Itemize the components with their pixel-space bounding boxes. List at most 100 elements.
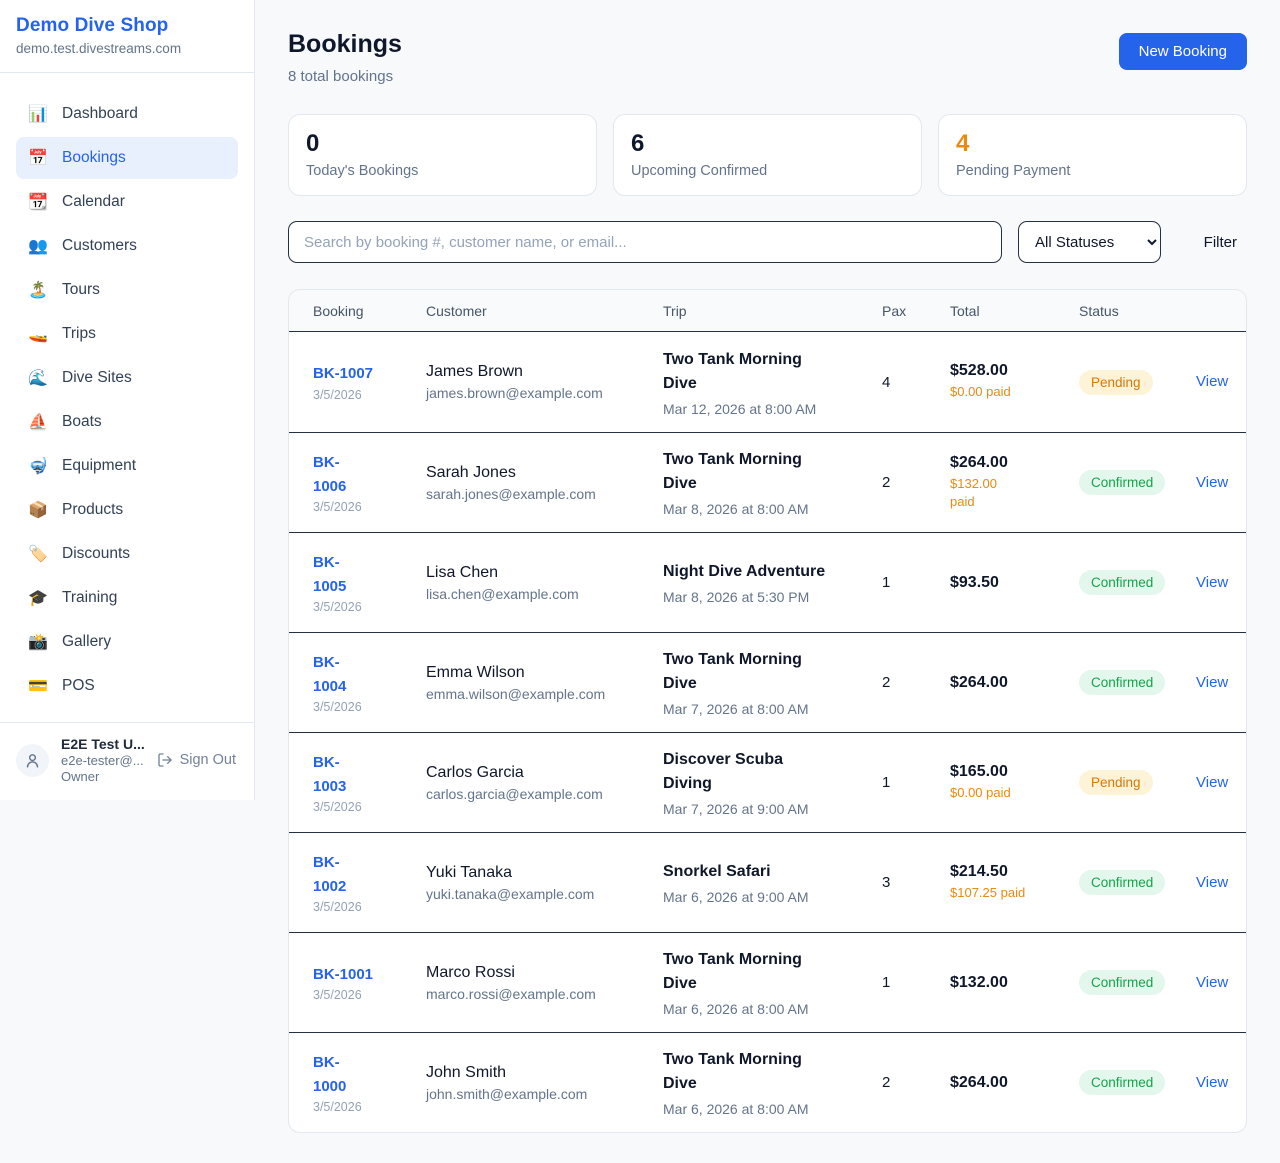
sidebar-item-equipment[interactable]: 🤿 Equipment [16,445,238,487]
filter-button[interactable]: Filter [1194,234,1247,251]
sidebar-item-trips[interactable]: 🚤 Trips [16,313,238,355]
booking-link[interactable]: BK- 1000 [313,1054,347,1095]
status-badge: Confirmed [1079,870,1166,895]
sidebar-item-pos[interactable]: 💳 POS [16,665,238,707]
booking-date: 3/5/2026 [313,699,362,714]
stat-cards: 0 Today's Bookings 6 Upcoming Confirmed … [288,114,1247,196]
view-link[interactable]: View [1196,773,1229,791]
trip-time: Mar 7, 2026 at 9:00 AM [663,801,809,817]
logout-icon [157,753,172,767]
customer-name: James Brown [426,363,523,380]
status-badge: Pending [1079,770,1153,795]
booking-date: 3/5/2026 [313,387,362,402]
sidebar-item-training[interactable]: 🎓 Training [16,577,238,619]
pax-count: 1 [882,574,891,591]
brand-domain: demo.test.divestreams.com [16,41,182,56]
view-link[interactable]: View [1196,573,1229,591]
nav-item-label: Dashboard [62,105,138,122]
new-booking-button[interactable]: New Booking [1118,33,1247,70]
sidebar-item-discounts[interactable]: 🏷️ Discounts [16,533,238,575]
nav-item-icon: 📆 [28,194,48,211]
view-link[interactable]: View [1196,373,1229,390]
trip-name: Two Tank Morning Dive [663,451,802,492]
trip-time: Mar 8, 2026 at 8:00 AM [663,501,809,517]
user-name: E2E Test U... [61,736,145,752]
sidebar-item-calendar[interactable]: 📆 Calendar [16,181,238,223]
nav-item-icon: 🏷️ [28,546,48,563]
table-body: BK-1007 3/5/2026 James Brown james.brown… [289,332,1246,1132]
paid-amount: $0.00 paid [950,384,1011,400]
stat-label: Pending Payment [956,162,1071,179]
total-amount: $264.00 [950,1073,1008,1091]
booking-link[interactable]: BK- 1002 [313,854,347,895]
table-row: BK-1007 3/5/2026 James Brown james.brown… [289,332,1246,432]
booking-date: 3/5/2026 [313,499,362,514]
view-link[interactable]: View [1196,673,1229,691]
view-link[interactable]: View [1196,873,1229,891]
booking-link[interactable]: BK-1007 [313,365,374,383]
status-badge: Confirmed [1079,970,1166,995]
nav-item-label: POS [62,677,95,694]
user-email: e2e-tester@... [61,753,144,768]
status-filter-select[interactable]: All Statuses [1018,221,1161,263]
trip-time: Mar 6, 2026 at 8:00 AM [663,1101,809,1117]
view-link[interactable]: View [1196,1073,1229,1091]
total-amount: $132.00 [950,973,1008,991]
user-footer: E2E Test U... e2e-tester@... Owner Sign … [0,722,254,800]
stat-label: Upcoming Confirmed [631,162,768,179]
booking-link[interactable]: BK-1001 [313,965,374,983]
nav-item-icon: 💳 [28,678,48,695]
sidebar-item-customers[interactable]: 👥 Customers [16,225,238,267]
view-link[interactable]: View [1196,473,1229,491]
view-link[interactable]: View [1196,973,1229,991]
column-header-pax: Pax [882,302,907,319]
nav-item-icon: 🏝️ [28,282,48,299]
booking-link[interactable]: BK- 1003 [313,754,347,795]
brand-block[interactable]: Demo Dive Shop demo.test.divestreams.com [0,0,254,73]
sign-out-button[interactable]: Sign Out [157,752,238,768]
customer-name: Marco Rossi [426,963,515,981]
column-header-status: Status [1079,302,1119,319]
nav-item-label: Calendar [62,193,125,210]
sidebar-item-dashboard[interactable]: 📊 Dashboard [16,93,238,135]
stat-card: 0 Today's Bookings [288,114,597,196]
main-content: Bookings 8 total bookings New Booking 0 … [255,0,1280,1163]
customer-email: carlos.garcia@example.com [426,785,603,802]
nav-item-label: Trips [62,325,96,342]
total-amount: $264.00 [950,453,1008,471]
customer-name: Lisa Chen [426,563,499,581]
search-input[interactable] [288,221,1002,263]
pax-count: 2 [882,474,891,491]
sidebar-item-dive-sites[interactable]: 🌊 Dive Sites [16,357,238,399]
booking-link[interactable]: BK- 1006 [313,454,347,495]
stat-card: 6 Upcoming Confirmed [613,114,922,196]
customer-name: Emma Wilson [426,663,525,681]
pax-count: 1 [882,974,891,991]
nav-item-label: Discounts [62,545,131,562]
stat-label: Today's Bookings [306,162,419,179]
customer-name: Yuki Tanaka [426,863,512,881]
customer-email: james.brown@example.com [426,385,603,401]
trip-time: Mar 6, 2026 at 9:00 AM [663,889,809,905]
booking-link[interactable]: BK- 1005 [313,554,347,595]
sidebar-item-tours[interactable]: 🏝️ Tours [16,269,238,311]
sidebar-nav: 📊 Dashboard 📅 Bookings 📆 Calendar 👥 Cust… [0,73,254,722]
trip-time: Mar 6, 2026 at 8:00 AM [663,1001,809,1017]
sidebar-item-products[interactable]: 📦 Products [16,489,238,531]
filter-row: All Statuses Filter [288,221,1247,263]
paid-amount: $107.25 paid [950,884,1026,900]
sidebar: Demo Dive Shop demo.test.divestreams.com… [0,0,255,800]
nav-item-label: Equipment [62,457,137,474]
trip-name: Two Tank Morning Dive [663,1051,802,1092]
nav-item-icon: 🤿 [28,458,48,475]
pax-count: 2 [882,674,891,691]
page-header: Bookings 8 total bookings New Booking [288,30,1247,85]
sidebar-item-bookings[interactable]: 📅 Bookings [16,137,238,179]
nav-item-icon: 📸 [28,634,48,651]
sidebar-item-boats[interactable]: ⛵ Boats [16,401,238,443]
pax-count: 1 [882,774,891,791]
sidebar-item-gallery[interactable]: 📸 Gallery [16,621,238,663]
booking-date: 3/5/2026 [313,899,362,914]
user-icon [26,753,39,768]
booking-link[interactable]: BK- 1004 [313,654,347,695]
